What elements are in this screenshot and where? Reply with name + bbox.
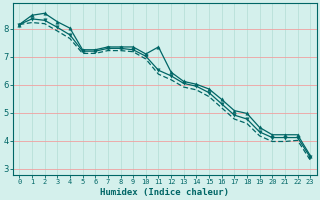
X-axis label: Humidex (Indice chaleur): Humidex (Indice chaleur): [100, 188, 229, 197]
